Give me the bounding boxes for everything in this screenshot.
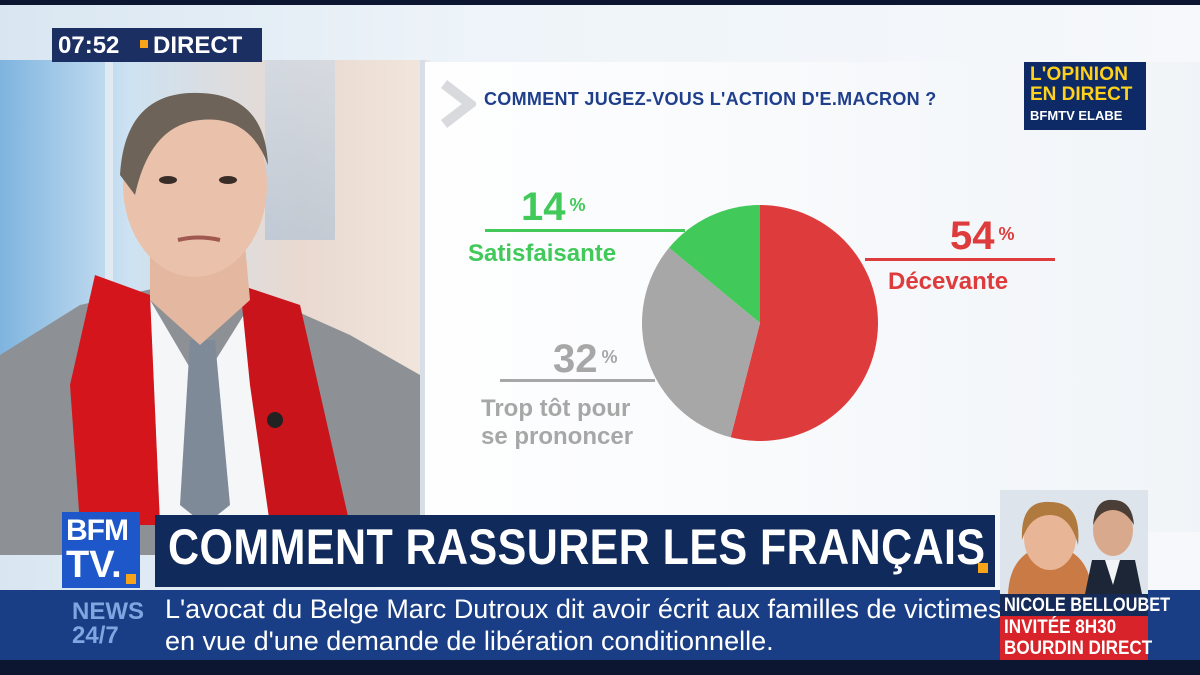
percent-satisfaisante: 14% [521, 187, 586, 227]
label-trop-tot-line1: Trop tôt pour [481, 395, 631, 422]
separator-dot [140, 40, 148, 48]
poll-question: COMMENT JUGEZ-VOUS L'ACTION D'E.MACRON ? [484, 89, 937, 109]
leader-line [500, 379, 655, 382]
live-status: DIRECT [153, 32, 243, 59]
clock-time: 07:52 [58, 32, 120, 59]
percent-unit: % [601, 347, 618, 367]
headline-dot [978, 563, 988, 573]
bottom-stripe [0, 660, 1200, 675]
news-label: NEWS [72, 598, 144, 625]
pie-slice-trop-t-t-pour-se-prononcer [641, 247, 760, 438]
percent-value: 14 [521, 185, 566, 229]
leader-line [865, 258, 1055, 261]
presenter-image [0, 92, 420, 555]
headline-text: COMMENT RASSURER LES FRANÇAIS ? [168, 519, 1025, 575]
percent-value: 54 [950, 214, 995, 258]
clock-bar [52, 28, 262, 62]
opinion-en-direct-logo: L'OPINION EN DIRECT BFMTV ELABE [1024, 62, 1146, 130]
pie-slice-satisfaisante [669, 205, 760, 323]
percent-unit: % [569, 195, 586, 215]
logo-line: EN DIRECT [1030, 84, 1133, 105]
percent-value: 32 [553, 337, 598, 381]
percent-unit: % [998, 224, 1015, 244]
logo-dot [126, 574, 136, 584]
label-satisfaisante: Satisfaisante [468, 240, 617, 267]
poll-pie-chart [641, 205, 878, 441]
skyline-building [265, 60, 335, 240]
logo-line: TV. [66, 544, 122, 586]
guest-name-bar [1000, 594, 1148, 616]
percent-decevante: 54% [950, 216, 1015, 256]
leader-line [485, 229, 685, 232]
window-frame [420, 60, 426, 520]
guest-photo [1000, 490, 1148, 594]
chevron-right-icon [440, 80, 476, 128]
ticker-line: L'avocat du Belge Marc Dutroux dit avoir… [165, 594, 1002, 624]
label-trop-tot-line2: se prononcer [481, 423, 634, 450]
pie-slice-d-cevante [730, 205, 878, 441]
guest-invite-time: INVITÉE 8H30 [1004, 617, 1117, 638]
logo-line: BFM [66, 514, 129, 547]
top-stripe [0, 0, 1200, 5]
label-decevante: Décevante [888, 268, 1009, 295]
percent-trop-tot: 32% [553, 339, 618, 379]
news-label: 24/7 [72, 622, 119, 649]
bfmtv-logo: BFM TV. [62, 512, 140, 588]
guest-name: NICOLE BELLOUBET [1004, 595, 1171, 616]
guest-show-name: BOURDIN DIRECT [1004, 638, 1153, 659]
logo-line: L'OPINION [1030, 64, 1129, 85]
guest-invite-bar [1000, 616, 1148, 660]
ticker-line: en vue d'une demande de libération condi… [165, 626, 774, 656]
logo-line: BFMTV ELABE [1030, 108, 1123, 123]
headline-bar [155, 515, 995, 587]
